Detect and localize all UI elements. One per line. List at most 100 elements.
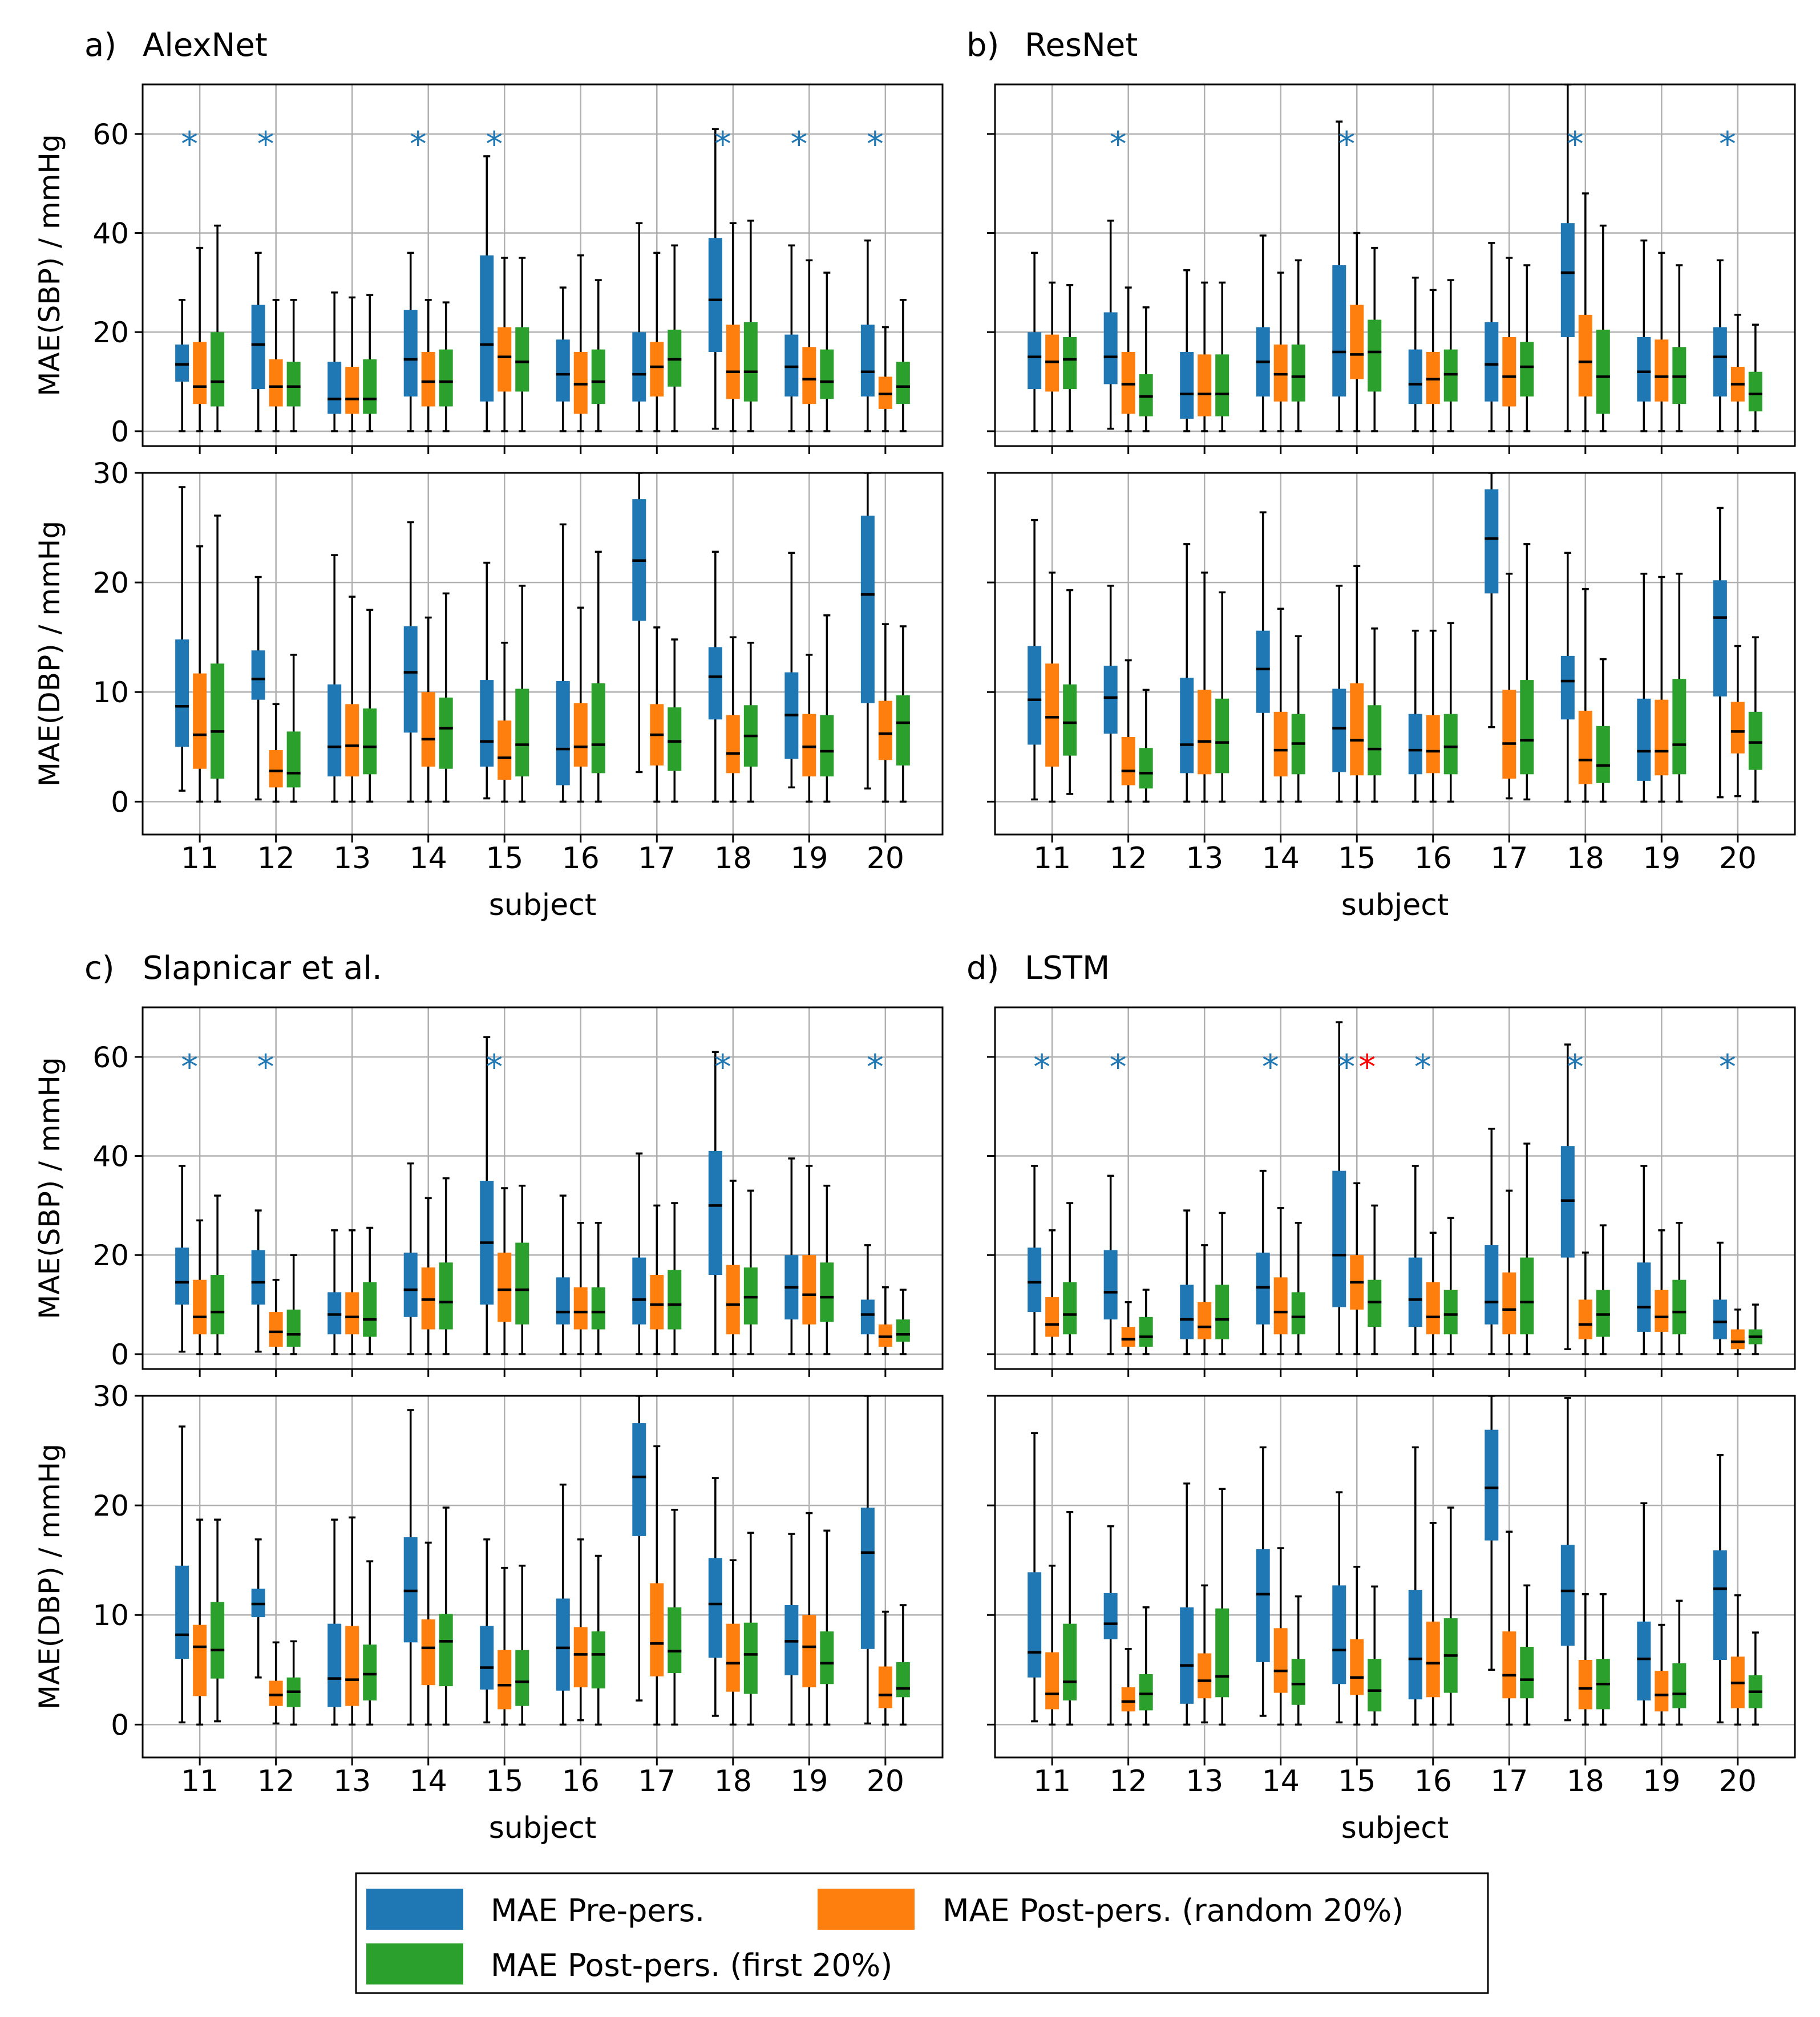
x-tick-label: 13 (1186, 1764, 1223, 1799)
iqr-box (1332, 1170, 1346, 1307)
iqr-box (1180, 678, 1194, 773)
iqr-box (1198, 1302, 1212, 1339)
iqr-box (1443, 1290, 1458, 1335)
box-first-subject-12 (1139, 1289, 1153, 1355)
box-random-subject-12 (269, 299, 283, 432)
x-tick-label: 11 (1033, 841, 1071, 876)
x-tick-label: 17 (638, 1764, 676, 1799)
box-random-subject-18 (1578, 1593, 1592, 1726)
iqr-box (1121, 737, 1135, 785)
axes-frame (141, 1395, 944, 1759)
iqr-box (1368, 1659, 1382, 1712)
significance-marker: * (714, 1047, 731, 1087)
panel-label: c) (84, 950, 115, 987)
iqr-box (1028, 646, 1042, 745)
box-random-subject-16 (1426, 289, 1440, 432)
box-random-subject-11 (1045, 572, 1059, 803)
box-pre-subject-12 (1103, 1174, 1118, 1355)
iqr-box (860, 325, 875, 397)
box-first-subject-13 (1215, 1212, 1229, 1355)
axes-frame (994, 472, 1796, 836)
box-pre-subject-14 (1256, 234, 1270, 432)
box-pre-subject-15 (480, 561, 494, 800)
iqr-box (1291, 1659, 1305, 1705)
box-first-subject-17 (1520, 543, 1534, 801)
box-pre-subject-15 (1332, 120, 1346, 432)
box-first-subject-11 (1063, 1510, 1077, 1726)
iqr-box (726, 1623, 740, 1692)
iqr-box (1139, 1317, 1153, 1347)
significance-marker: * (1262, 1047, 1279, 1087)
iqr-box (498, 1650, 512, 1710)
iqr-box (708, 1558, 722, 1658)
iqr-box (820, 1262, 834, 1322)
iqr-box (1672, 1279, 1686, 1335)
axes-frame (141, 1006, 944, 1370)
box-first-subject-16 (591, 279, 605, 432)
iqr-box (1730, 1329, 1745, 1350)
x-tick-label: 11 (181, 1764, 219, 1799)
x-tick-label: 19 (790, 841, 828, 876)
x-axis-label: subject (489, 1811, 596, 1845)
iqr-box (269, 1680, 283, 1706)
box-pre-subject-13 (1180, 269, 1194, 432)
subplot-sbp: * * * * * 0 20 40 60 MAE(SBP) / mmHg (33, 1006, 944, 1377)
box-pre-subject-20 (860, 1396, 875, 1725)
panel-title: AlexNet (143, 27, 268, 64)
box-first-subject-14 (439, 301, 453, 432)
iqr-box (498, 720, 512, 780)
iqr-box (1273, 1277, 1288, 1335)
iqr-box (708, 238, 722, 352)
box-first-subject-11 (211, 515, 225, 803)
iqr-box (1655, 1290, 1669, 1332)
iqr-box (1103, 1250, 1118, 1320)
iqr-box (1368, 705, 1382, 776)
significance-marker: * (1338, 124, 1355, 164)
x-tick-label: 17 (638, 841, 676, 876)
box-pre-subject-18 (708, 1051, 722, 1355)
x-axis-label: subject (1341, 888, 1449, 922)
iqr-box (1520, 342, 1534, 397)
axes-frame (994, 1395, 1796, 1759)
box-random-subject-11 (193, 1219, 207, 1355)
box-random-subject-14 (1273, 1547, 1288, 1726)
boxes (175, 1036, 910, 1355)
box-first-subject-20 (1748, 323, 1762, 432)
iqr-box (1139, 748, 1153, 789)
box-pre-subject-13 (1180, 543, 1194, 803)
box-pre-subject-11 (1028, 519, 1042, 801)
iqr-box (175, 639, 189, 747)
iqr-box (896, 362, 910, 404)
x-tick-label: 17 (1490, 841, 1528, 876)
box-first-subject-12 (1139, 688, 1153, 803)
iqr-box (327, 684, 342, 777)
box-random-subject-19 (802, 1165, 816, 1355)
box-random-subject-20 (1730, 314, 1745, 432)
iqr-box (1426, 1282, 1440, 1335)
box-random-subject-16 (573, 254, 588, 432)
box-first-subject-12 (1139, 1606, 1153, 1726)
iqr-box (802, 1615, 816, 1688)
box-pre-subject-12 (251, 1538, 265, 1679)
iqr-box (515, 327, 529, 392)
box-pre-subject-18 (1560, 84, 1575, 432)
box-first-subject-15 (1368, 1204, 1382, 1355)
iqr-box (1063, 684, 1077, 756)
iqr-box (1578, 314, 1592, 397)
iqr-box (1560, 655, 1575, 720)
subplot-dbp: 0 10 20 30 MAE(DBP) / mmHg (33, 1380, 944, 1765)
box-pre-subject-15 (1332, 1021, 1346, 1355)
box-first-subject-13 (1215, 591, 1229, 803)
box-random-subject-14 (421, 1197, 435, 1355)
iqr-box (211, 332, 225, 407)
box-pre-subject-15 (480, 1036, 494, 1355)
significance-marker: * (486, 1047, 503, 1087)
iqr-box (1713, 1299, 1727, 1339)
boxes (175, 128, 910, 432)
iqr-box (439, 349, 453, 407)
box-pre-subject-15 (1332, 1491, 1346, 1724)
box-pre-subject-17 (632, 1396, 646, 1702)
box-first-subject-11 (1063, 283, 1077, 432)
iqr-box (1198, 1653, 1212, 1699)
box-random-subject-18 (1578, 588, 1592, 803)
